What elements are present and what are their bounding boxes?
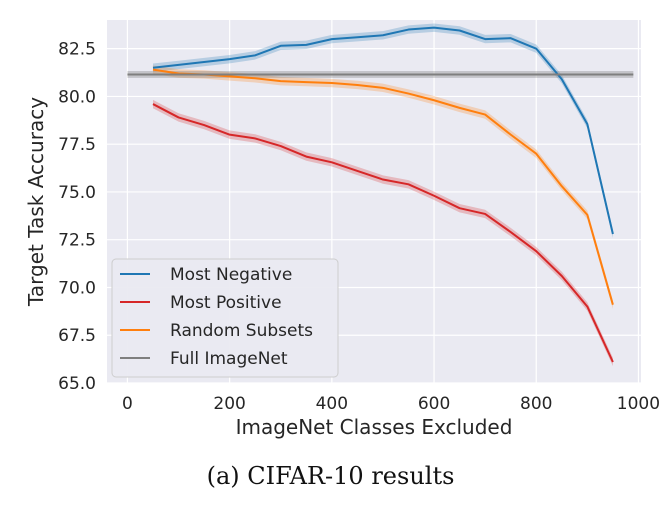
y-tick-label: 72.5 (58, 231, 96, 251)
random-subsets-band (152, 65, 613, 309)
x-axis-label: ImageNet Classes Excluded (236, 415, 513, 439)
y-tick-labels: 65.0 67.5 70.0 72.5 75.0 77.5 80.0 82.5 (58, 40, 96, 394)
legend-label-most-negative: Most Negative (170, 265, 292, 285)
y-tick-label: 67.5 (58, 326, 96, 346)
series-lines (127, 26, 634, 363)
y-axis-label: Target Task Accuracy (24, 97, 48, 307)
legend-label-most-positive: Most Positive (170, 293, 282, 313)
legend-label-random-subsets: Random Subsets (170, 321, 313, 341)
most-positive-band (152, 99, 613, 367)
y-tick-label: 75.0 (58, 183, 96, 203)
y-tick-label: 70.0 (58, 278, 96, 298)
x-tick-label: 600 (418, 394, 450, 414)
most-positive-line (152, 103, 614, 363)
legend-label-full-imagenet: Full ImageNet (170, 349, 288, 369)
random-subsets-line (152, 68, 614, 305)
y-tick-label: 77.5 (58, 135, 96, 155)
y-tick-label: 82.5 (58, 40, 96, 60)
legend: Most Negative Most Positive Random Subsets… (111, 258, 339, 378)
x-tick-labels: 0 200 400 600 800 1000 (122, 394, 660, 414)
x-tick-label: 800 (520, 394, 552, 414)
x-tick-label: 0 (122, 394, 133, 414)
y-tick-label: 65.0 (58, 374, 96, 394)
figure-caption: (a) CIFAR-10 results (206, 462, 455, 490)
y-tick-label: 80.0 (58, 87, 96, 107)
x-tick-label: 400 (316, 394, 348, 414)
most-negative-line (152, 26, 614, 235)
chart-canvas: 0 200 400 600 800 1000 65.0 67.5 70.0 72.5 75.0 77… (24, 20, 660, 439)
x-tick-label: 1000 (617, 394, 660, 414)
legend-box (111, 258, 339, 378)
x-tick-label: 200 (213, 394, 245, 414)
